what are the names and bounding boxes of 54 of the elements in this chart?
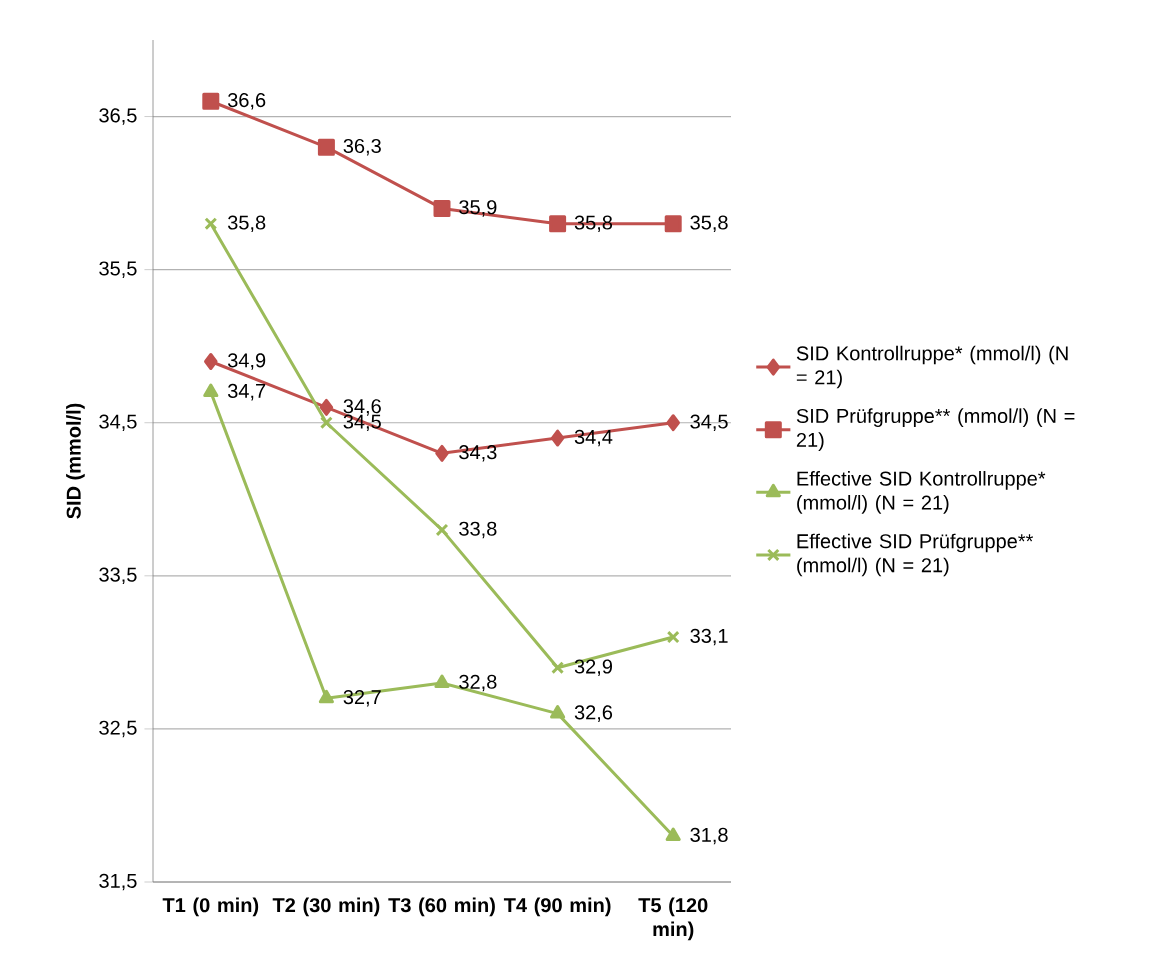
data-label: 36,6 [227,92,266,110]
point [434,674,450,688]
x-tick-label: T5 (120 min) [638,897,708,941]
point [666,414,680,432]
data-label: 34,9 [227,353,266,370]
data-label: 34,5 [690,414,728,431]
legend-label: SID Prüfgruppe** (mmol/l) (N = 21) [796,408,1075,451]
y-tick-label: 34,5 [99,414,137,431]
point [204,352,218,370]
data-label: 35,9 [459,200,497,217]
point [665,827,681,842]
data-label: 35,8 [227,215,266,232]
y-tick-label: 36,5 [99,108,137,125]
legend-label: Effective SID Kontrollruppe* (mmol/l) (N = 21) [797,471,1046,514]
y-tick-label: 31,5 [99,873,137,891]
data-label: 34,3 [459,445,497,462]
point [318,689,334,704]
point [666,630,680,644]
point [317,138,335,156]
point [435,444,449,462]
data-label: 32,8 [459,674,497,692]
data-label: 34,6 [343,399,381,416]
point [550,429,565,447]
data-label: 36,3 [343,138,381,156]
data-label: 34,4 [574,429,613,447]
x-tick-label: T4 (90 min) [503,897,611,917]
point [664,215,682,233]
point [319,398,334,416]
x-tick-label: T2 (30 min) [272,897,380,917]
legend-label: Effective SID Prüfgruppe** (mmol/l) (N = 21) [797,533,1034,577]
y-tick-label: 32,5 [99,720,137,738]
point [550,705,566,719]
data-label: 33,1 [690,628,728,646]
data-label: 32,9 [574,659,612,676]
data-label: 33,8 [459,521,497,539]
x-tick-label: T1 (0 min) [162,897,259,917]
data-label: 32,7 [343,690,381,707]
point [202,92,220,110]
point [203,383,219,398]
point [319,416,333,430]
legend-label: SID Kontrollruppe* (mmol/l) (N = 21) [796,345,1068,389]
data-label: 35,8 [690,215,728,232]
data-label: 31,8 [690,827,728,845]
data-label: 32,6 [574,705,613,722]
point [549,215,567,233]
point [204,217,218,231]
x-tick-label: T3 (60 min) [388,897,495,917]
y-tick-label: 35,5 [99,261,137,278]
point [435,523,449,537]
data-label: 34,7 [227,383,266,401]
y-axis-title: SID (mmol/l) [66,403,85,519]
y-tick-label: 33,5 [99,567,137,585]
point [433,199,451,217]
point [551,661,565,675]
